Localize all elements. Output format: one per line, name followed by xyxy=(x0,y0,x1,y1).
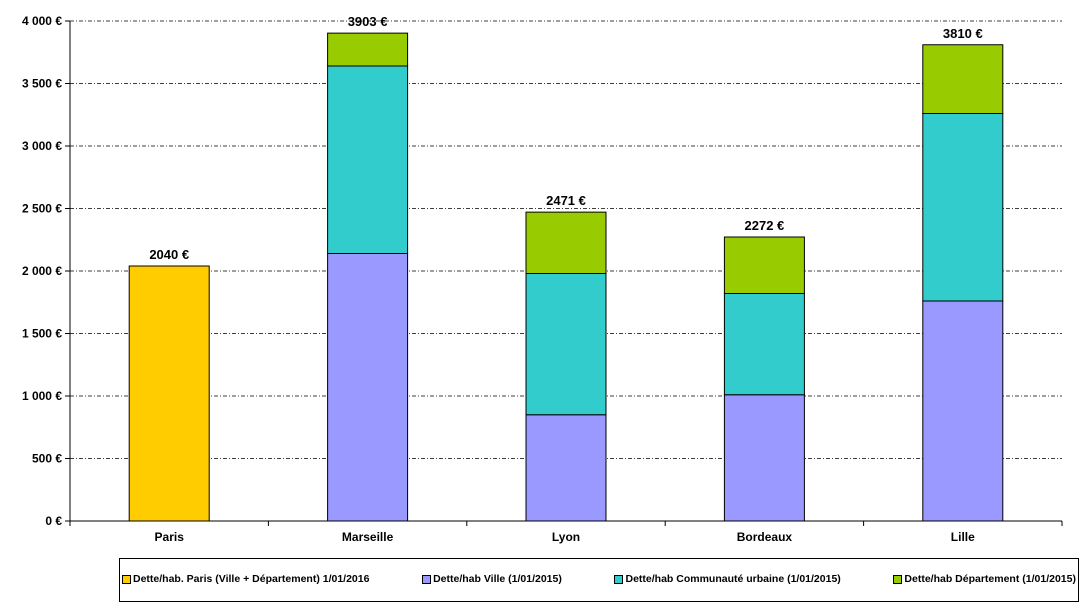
legend-label: Dette/hab Département (1/01/2015) xyxy=(904,573,1076,585)
x-tick-label: Bordeaux xyxy=(737,530,793,544)
legend-swatch xyxy=(422,574,432,584)
x-axis: Paris Marseille Lyon Bordeaux Lille xyxy=(69,520,1063,544)
y-tick-label: 1 500 € xyxy=(22,327,62,341)
legend-label: Dette/hab Communauté urbaine (1/01/2015) xyxy=(625,573,841,585)
y-tick-label: 0 € xyxy=(45,514,62,528)
bar-total-label: 3903 € xyxy=(348,14,388,29)
bar-total-label: 2040 € xyxy=(149,247,189,262)
legend: Dette/hab. Paris (Ville + Département) 1… xyxy=(119,558,1079,602)
legend-items: Dette/hab. Paris (Ville + Département) 1… xyxy=(120,573,1078,585)
legend-label: Dette/hab Ville (1/01/2015) xyxy=(433,573,562,585)
bar-segment xyxy=(922,113,1004,302)
legend-item: Dette/hab Département (1/01/2015) xyxy=(893,573,1076,585)
legend-item: Dette/hab Ville (1/01/2015) xyxy=(422,573,562,585)
legend-swatch xyxy=(122,574,131,584)
bar-segment xyxy=(723,236,805,294)
y-tick-label: 1 000 € xyxy=(22,389,62,403)
bar-total-label: 2471 € xyxy=(546,193,586,208)
bar-segment xyxy=(327,65,409,254)
x-tick-label: Paris xyxy=(155,530,185,544)
bar-segment xyxy=(723,394,805,522)
bar-segment xyxy=(922,44,1004,114)
bar-segment xyxy=(327,32,409,67)
y-tick-label: 2 000 € xyxy=(22,264,62,278)
stacked-bar-chart: 0 € 500 € 1 000 € 1 500 € 2 000 € 2 500 € 3 00… xyxy=(22,14,1063,544)
bars xyxy=(128,32,1004,522)
legend-swatch xyxy=(614,574,624,584)
y-tick-label: 3 500 € xyxy=(22,77,62,91)
bar-segment xyxy=(723,293,805,396)
legend-label: Dette/hab. Paris (Ville + Département) 1… xyxy=(133,573,370,585)
bar-segment xyxy=(922,300,1004,522)
y-tick-label: 500 € xyxy=(32,452,62,466)
legend-item: Dette/hab. Paris (Ville + Département) 1… xyxy=(122,573,369,585)
y-axis: 0 € 500 € 1 000 € 1 500 € 2 000 € 2 500 € 3 00… xyxy=(22,14,71,528)
x-tick-label: Marseille xyxy=(342,530,394,544)
bar-segment xyxy=(128,265,210,522)
y-tick-label: 2 500 € xyxy=(22,202,62,216)
x-tick-label: Lyon xyxy=(552,530,580,544)
bar-segment xyxy=(327,253,409,522)
x-tick-label: Lille xyxy=(951,530,975,544)
y-tick-label: 3 000 € xyxy=(22,139,62,153)
bar-totals: 2040 € 3903 € 2471 € 2272 € 3810 € xyxy=(149,14,982,262)
bar-segment xyxy=(525,211,607,274)
bar-segment xyxy=(525,414,607,522)
bar-total-label: 2272 € xyxy=(745,218,785,233)
bar-total-label: 3810 € xyxy=(943,26,983,41)
legend-item: Dette/hab Communauté urbaine (1/01/2015) xyxy=(614,573,841,585)
legend-swatch xyxy=(893,574,903,584)
bar-segment xyxy=(525,273,607,416)
y-tick-label: 4 000 € xyxy=(22,14,62,28)
